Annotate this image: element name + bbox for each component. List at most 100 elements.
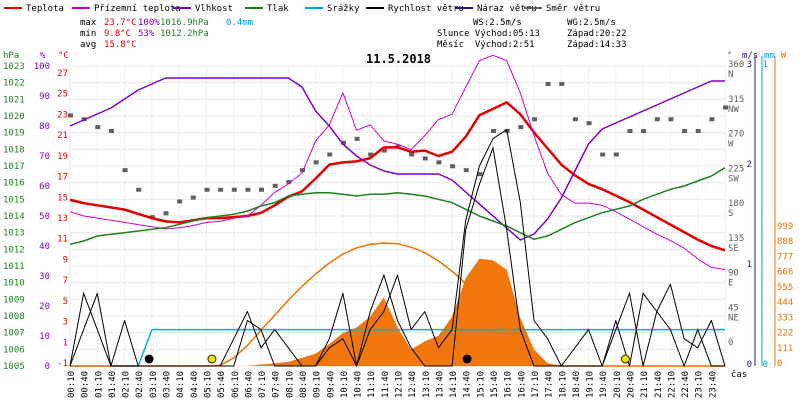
axis-dir-label: ° (727, 51, 732, 61)
wind-dir-point (695, 129, 701, 133)
tick-time: 12:10 (395, 371, 405, 398)
wind-dir-point (313, 160, 319, 165)
tick-time: 04:40 (190, 371, 200, 398)
wind-dir-point (436, 160, 442, 165)
wind-dir-point (286, 179, 292, 184)
tick-time: 04:10 (176, 371, 186, 398)
info-moon-set: Západ:14:33 (567, 40, 627, 50)
stat-avg-label: avg (80, 40, 96, 50)
tick-hpa: 1020 (3, 112, 25, 122)
tick-c: 27 (57, 69, 68, 79)
chart-legend: Teplota Přízemní teplota Vlhkost Tlak Srážky… (4, 4, 600, 14)
tick-mm: 0 (763, 360, 768, 370)
tick-c: 19 (57, 152, 68, 162)
tick-c: 13 (57, 214, 68, 224)
tick-pct: 40 (39, 242, 50, 252)
tick-time: 10:40 (354, 371, 364, 398)
tick-time: 14:40 (463, 371, 473, 398)
tick-hpa: 1021 (3, 95, 25, 105)
wind-dir-point (572, 117, 578, 122)
tick-time: 15:10 (476, 371, 486, 398)
tick-w: 111 (777, 344, 793, 354)
tick-time: 02:40 (135, 371, 145, 398)
tick-time: 17:40 (545, 371, 555, 398)
tick-time: 09:40 (326, 371, 336, 398)
tick-time: 14:10 (449, 371, 459, 398)
tick-time: 16:10 (504, 371, 514, 398)
tick-dir-name: NE (728, 313, 739, 323)
stat-max-press: 1016.9hPa (160, 18, 209, 28)
axis-c-label: °C (58, 51, 69, 61)
tick-hpa: 1007 (3, 329, 25, 339)
tick-c: 15 (57, 193, 68, 203)
tick-dir-name: W (728, 140, 734, 150)
tick-time: 18:10 (558, 371, 568, 398)
tick-ms: 0 (747, 360, 752, 370)
tick-c: 21 (57, 131, 68, 141)
legend-label: Vlhkost (195, 4, 233, 14)
wind-dir-point (177, 199, 183, 204)
tick-time: 13:10 (422, 371, 432, 398)
tick-hpa: 1017 (3, 162, 25, 172)
wind-dir-point (368, 152, 374, 157)
tick-pct: 70 (39, 152, 50, 162)
tick-pct: 0 (45, 362, 50, 372)
tick-dir: 135 (728, 234, 744, 244)
stats-block: max 23.7°C 100% 1016.9hPa 0.4mm min 9.8°… (80, 18, 253, 50)
wind-dir-point (218, 187, 224, 192)
tick-time: 09:10 (313, 371, 323, 398)
tick-time: 22:10 (667, 371, 677, 398)
series-teplota (69, 101, 726, 252)
series-gusts (69, 145, 725, 368)
wind-dir-point (491, 129, 497, 133)
wind-dir-point (463, 168, 469, 173)
sunrise-marker (207, 354, 217, 364)
series-vlhkost (69, 77, 725, 241)
tick-time: 10:10 (340, 371, 350, 398)
wind-dir-point (68, 113, 73, 118)
wind-dir-point (95, 125, 101, 130)
stat-min-temp: 9.8°C (104, 29, 131, 39)
wind-dir-point (709, 117, 715, 122)
tick-w: 777 (777, 252, 793, 262)
tick-time: 18:40 (572, 371, 582, 398)
wind-dir-point (477, 172, 483, 177)
moonrise-marker (144, 354, 154, 364)
wind-dir-point (231, 187, 237, 192)
tick-time: 17:10 (531, 371, 541, 398)
tick-pct: 60 (39, 182, 50, 192)
tick-dir: 270 (728, 130, 744, 140)
stat-max-hum: 100% (138, 18, 160, 28)
axis-pct-label: % (40, 51, 46, 61)
tick-dir-name: SE (728, 244, 739, 254)
wind-dir-point (327, 152, 333, 157)
tick-w: 0 (777, 359, 782, 369)
tick-time: 12:40 (408, 371, 418, 398)
tick-time: 11:10 (367, 371, 377, 398)
wind-dir-point (272, 183, 278, 188)
wind-dir-point (559, 82, 565, 86)
stat-max-rain: 0.4mm (226, 18, 253, 28)
tick-time: 02:10 (122, 371, 132, 398)
tick-dir-name: E (728, 279, 733, 289)
stat-min-label: min (80, 29, 96, 39)
tick-pct: 10 (39, 332, 50, 342)
tick-dir: 90 (728, 269, 739, 279)
tick-w: 999 (777, 222, 793, 232)
sunset-marker (620, 354, 630, 364)
tick-c: 1 (63, 338, 68, 348)
tick-time: 21:10 (640, 371, 650, 398)
tick-pct: 20 (39, 302, 50, 312)
wind-dir-point (409, 152, 415, 157)
tick-hpa: 1016 (3, 179, 25, 189)
tick-hpa: 1018 (3, 145, 25, 155)
wind-dir-point (641, 129, 647, 133)
axis-ms-label: m/s (742, 51, 758, 61)
tick-pct: 90 (39, 92, 50, 102)
stat-avg-temp: 15.8°C (104, 40, 137, 50)
axis-cas-label: čas (731, 369, 747, 380)
tick-dir-name: SW (728, 174, 739, 184)
wind-dir-point (600, 152, 606, 157)
tick-dir: 180 (728, 199, 744, 209)
stat-min-press: 1012.2hPa (160, 29, 209, 39)
